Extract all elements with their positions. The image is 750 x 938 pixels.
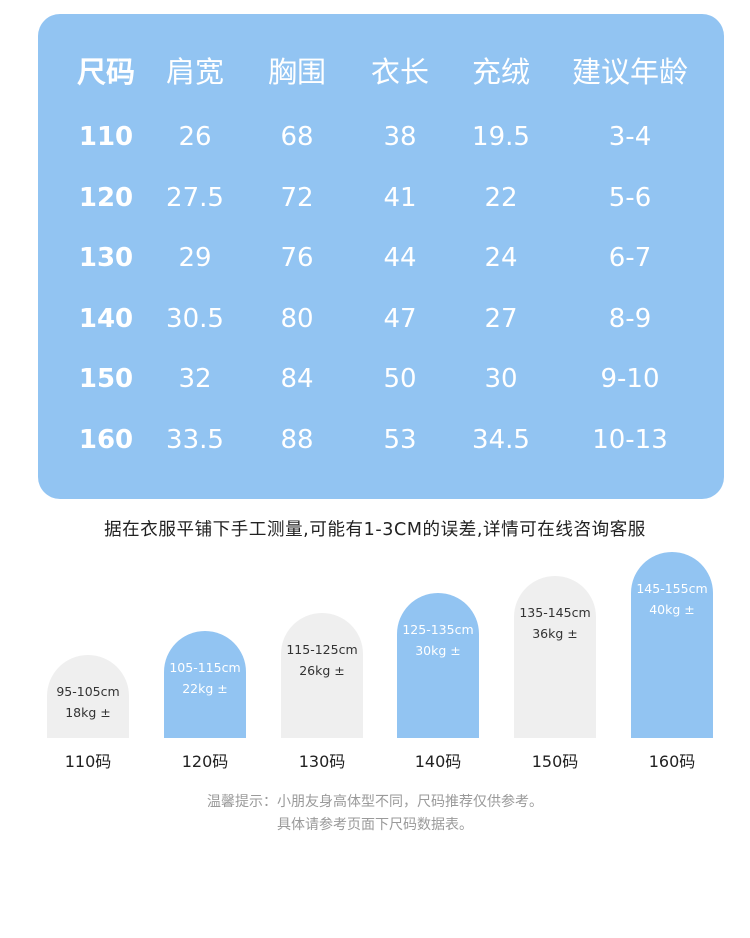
table-cell: 32 [178, 364, 212, 394]
height-range: 125-135cm [402, 622, 474, 637]
size-bar: 105-115cm 22kg ± [164, 631, 246, 738]
size-cell: 120 [78, 183, 134, 213]
height-range: 95-105cm [56, 684, 120, 699]
size-bar-label: 130码 [298, 752, 346, 771]
size-bar-text: 145-155cm 40kg ± [631, 578, 713, 621]
weight-value: 30kg ± [415, 643, 461, 659]
size-cell: 140 [78, 304, 134, 334]
table-cell: 50 [383, 364, 417, 394]
table-cell: 84 [280, 364, 314, 394]
table-cell: 30.5 [166, 304, 224, 334]
size-bar-text: 125-135cm 30kg ± [397, 619, 479, 662]
table-header-cell: 尺码 [76, 55, 135, 89]
size-bar-text: 115-125cm 26kg ± [281, 639, 363, 682]
table-cell: 34.5 [472, 425, 530, 455]
weight-value: 36kg ± [532, 626, 578, 642]
table-cell: 47 [383, 304, 417, 334]
size-bar-text: 135-145cm 36kg ± [514, 602, 596, 645]
size-bar: 135-145cm 36kg ± [514, 576, 596, 738]
table-cell: 72 [280, 183, 314, 213]
weight-value: 26kg ± [299, 663, 345, 679]
table-cell: 3-4 [608, 122, 652, 152]
weight-value: 40kg ± [649, 602, 695, 618]
table-cell: 10-13 [592, 425, 668, 455]
table-cell: 9-10 [600, 364, 660, 394]
size-cell: 160 [78, 425, 134, 455]
table-cell: 22 [484, 183, 518, 213]
table-cell: 5-6 [608, 183, 652, 213]
table-header-cell: 胸围 [267, 55, 326, 89]
table-cell: 30 [484, 364, 518, 394]
height-range: 135-145cm [519, 605, 591, 620]
table-cell: 8-9 [608, 304, 652, 334]
size-bar-label: 140码 [414, 752, 462, 771]
tip-line-1: 温馨提示：小朋友身高体型不同，尺码推荐仅供参考。 [207, 794, 543, 810]
size-bar: 95-105cm 18kg ± [47, 655, 129, 738]
weight-value: 18kg ± [65, 705, 111, 721]
table-header-cell: 肩宽 [165, 55, 224, 89]
size-bar-label: 120码 [181, 752, 229, 771]
table-cell: 29 [178, 243, 212, 273]
table-cell: 44 [383, 243, 417, 273]
table-cell: 76 [280, 243, 314, 273]
table-cell: 33.5 [166, 425, 224, 455]
table-header-cell: 衣长 [370, 55, 429, 89]
table-cell: 27.5 [166, 183, 224, 213]
size-table: 尺码 肩宽 胸围 衣长 充绒 建议年龄 110 26 68 38 19.5 3-4 120 27.5 72 4… [38, 14, 724, 499]
height-range: 145-155cm [636, 581, 708, 596]
table-cell: 68 [280, 122, 314, 152]
table-header-cell: 充绒 [471, 55, 530, 89]
table-cell: 19.5 [472, 122, 530, 152]
size-cell: 130 [78, 243, 134, 273]
table-cell: 24 [484, 243, 518, 273]
table-cell: 41 [383, 183, 417, 213]
table-cell: 6-7 [608, 243, 652, 273]
height-range: 105-115cm [169, 660, 241, 675]
table-cell: 38 [383, 122, 417, 152]
table-cell: 80 [280, 304, 314, 334]
table-cell: 88 [280, 425, 314, 455]
size-bar-label: 150码 [531, 752, 579, 771]
size-bar-text: 105-115cm 22kg ± [164, 657, 246, 700]
measurement-note: 据在衣服平铺下手工测量,可能有1-3CM的误差,详情可在线咨询客服 [104, 520, 646, 540]
size-bar-label: 110码 [64, 752, 112, 771]
table-cell: 26 [178, 122, 212, 152]
size-bar: 125-135cm 30kg ± [397, 593, 479, 738]
table-cell: 53 [383, 425, 417, 455]
size-bar-label: 160码 [648, 752, 696, 771]
height-range: 115-125cm [286, 642, 358, 657]
size-bar: 145-155cm 40kg ± [631, 552, 713, 738]
size-bar: 115-125cm 26kg ± [281, 613, 363, 738]
tip-line-2: 具体请参考页面下尺码数据表。 [277, 817, 473, 833]
weight-value: 22kg ± [182, 681, 228, 697]
size-cell: 150 [78, 364, 134, 394]
size-table-panel: 尺码 肩宽 胸围 衣长 充绒 建议年龄 110 26 68 38 19.5 3-4 120 27.5 72 4… [38, 14, 724, 499]
table-header-cell: 建议年龄 [571, 55, 688, 89]
table-cell: 27 [484, 304, 518, 334]
size-bar-text: 95-105cm 18kg ± [47, 681, 129, 724]
size-cell: 110 [78, 122, 134, 152]
